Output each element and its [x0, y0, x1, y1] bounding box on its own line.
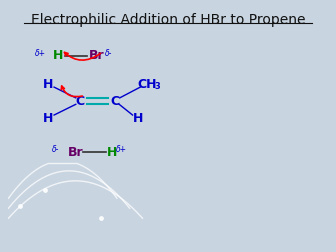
Text: Electrophilic Addition of HBr to Propene: Electrophilic Addition of HBr to Propene	[31, 13, 305, 27]
Text: δ+: δ+	[116, 145, 127, 154]
Text: δ-: δ-	[52, 145, 59, 154]
Text: H: H	[53, 49, 63, 62]
Text: H: H	[43, 78, 53, 91]
Text: Br: Br	[68, 146, 83, 159]
Text: 3: 3	[155, 82, 161, 91]
Text: δ-: δ-	[105, 49, 113, 58]
FancyArrowPatch shape	[61, 86, 82, 97]
FancyArrowPatch shape	[65, 52, 100, 60]
Text: Br: Br	[89, 49, 105, 62]
Text: δ+: δ+	[35, 49, 46, 58]
Text: CH: CH	[137, 78, 157, 91]
Text: H: H	[132, 112, 143, 124]
Text: C: C	[111, 94, 120, 108]
Text: C: C	[76, 94, 85, 108]
Text: H: H	[107, 146, 117, 159]
Text: H: H	[43, 112, 53, 124]
